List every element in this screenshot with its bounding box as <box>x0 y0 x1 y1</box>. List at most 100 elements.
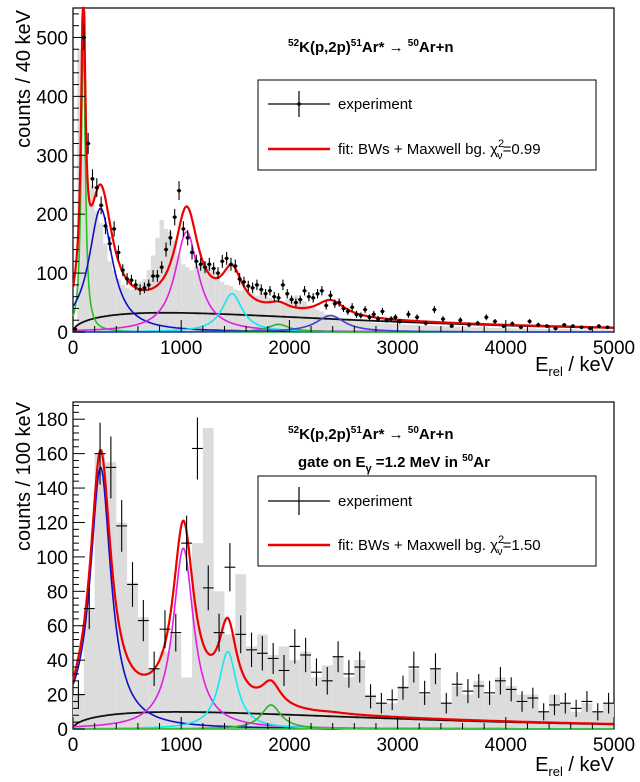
histogram-bar <box>250 293 255 332</box>
data-point-marker <box>588 326 592 331</box>
data-point-marker <box>281 283 285 287</box>
axes: 0 1000 2000 3000 4000 5000 0 20 40 60 80 100 120 140 1… <box>36 404 635 756</box>
data-point-marker <box>302 288 307 293</box>
legend-chi-value: =1.50 <box>503 537 541 554</box>
data-point-marker <box>384 318 389 323</box>
chart-title: 52K(p,2p)51Ar* → 50Ar+n <box>288 38 454 56</box>
histogram-bar <box>505 327 511 332</box>
data-point <box>159 261 164 274</box>
data-point <box>172 208 177 226</box>
data-point <box>501 324 506 328</box>
histogram-bar <box>393 323 398 332</box>
histogram-bar <box>401 324 407 332</box>
data-point <box>451 672 463 697</box>
data-point <box>142 282 147 294</box>
histogram-bar <box>224 634 236 729</box>
histogram-bar <box>170 634 182 729</box>
histogram-bar <box>540 329 545 332</box>
histogram-bar <box>148 668 160 729</box>
data-point <box>127 562 138 607</box>
data-point-marker <box>190 250 194 255</box>
histogram-bar <box>588 329 593 332</box>
data-point-marker <box>129 278 134 282</box>
histogram-bar <box>430 668 441 729</box>
histogram-bar <box>410 324 415 332</box>
data-point <box>332 299 338 308</box>
data-point <box>570 324 576 328</box>
data-point <box>73 327 78 331</box>
total-fit-curve <box>72 448 615 726</box>
histogram-bar <box>505 685 517 729</box>
data-points <box>73 417 614 721</box>
title-part-3: Ar+n <box>419 39 454 56</box>
data-point <box>300 637 312 673</box>
data-point-marker <box>423 321 428 325</box>
data-point <box>603 692 614 714</box>
histogram-bar <box>90 184 95 332</box>
data-point-marker <box>350 305 354 310</box>
histogram-bar <box>285 299 290 332</box>
data-point <box>319 286 325 296</box>
data-point <box>397 675 409 700</box>
data-point <box>267 286 273 296</box>
histogram-bar <box>427 325 433 332</box>
data-point-marker <box>86 141 90 146</box>
data-point <box>194 254 199 268</box>
data-point-marker <box>151 274 155 278</box>
histogram-bar <box>168 231 173 332</box>
histogram-bar <box>603 703 614 729</box>
breit-wigner-curve <box>73 727 614 730</box>
subtitle-sup: 50 <box>462 453 474 464</box>
data-point <box>419 680 431 705</box>
data-point <box>388 316 394 322</box>
histogram-bar <box>233 289 238 332</box>
histogram-bar <box>581 703 593 729</box>
x-axis-label-sub: rel <box>548 764 563 779</box>
data-point <box>120 264 125 277</box>
data-point-marker <box>103 224 108 228</box>
histogram-bar <box>263 295 268 332</box>
histogram-bar <box>107 261 112 332</box>
histogram-bar <box>163 228 169 332</box>
data-point <box>94 422 106 485</box>
data-point <box>337 298 342 307</box>
histogram-bar <box>254 295 260 332</box>
histogram-bar <box>397 324 402 332</box>
title-part-2: Ar* <box>362 39 389 56</box>
data-point <box>538 703 550 721</box>
data-point <box>211 262 216 275</box>
data-point <box>202 261 208 274</box>
histogram-bar <box>83 608 95 729</box>
histogram-bar <box>319 311 325 332</box>
data-point <box>406 310 411 318</box>
data-point <box>215 267 221 279</box>
x-tick-label: 5000 <box>593 735 635 756</box>
y-tick-label: 300 <box>36 146 68 167</box>
histogram-bar <box>332 317 338 332</box>
histogram-bar <box>137 617 149 729</box>
histogram-bar <box>215 276 221 332</box>
histogram-bar <box>559 703 571 729</box>
data-point-marker <box>233 264 238 268</box>
data-point-marker <box>159 265 164 270</box>
data-point <box>90 169 95 189</box>
data-point <box>148 651 160 686</box>
data-point <box>198 257 203 271</box>
histogram-bar <box>408 668 420 729</box>
data-point-marker <box>536 323 541 327</box>
histogram-bar <box>518 328 524 332</box>
data-point-marker <box>229 262 233 267</box>
data-point-marker <box>181 227 186 231</box>
data-point <box>103 217 108 235</box>
histogram-bar <box>159 651 171 729</box>
data-point <box>220 254 225 268</box>
histogram-bar <box>527 694 539 729</box>
data-point <box>241 276 247 288</box>
histogram-bar <box>553 329 558 332</box>
histogram-bar <box>211 270 216 332</box>
data-point-marker <box>116 250 121 255</box>
histogram-bar <box>492 327 498 332</box>
histogram-bar <box>150 255 156 332</box>
histogram-bar <box>298 297 303 332</box>
histogram-bar <box>570 711 582 729</box>
